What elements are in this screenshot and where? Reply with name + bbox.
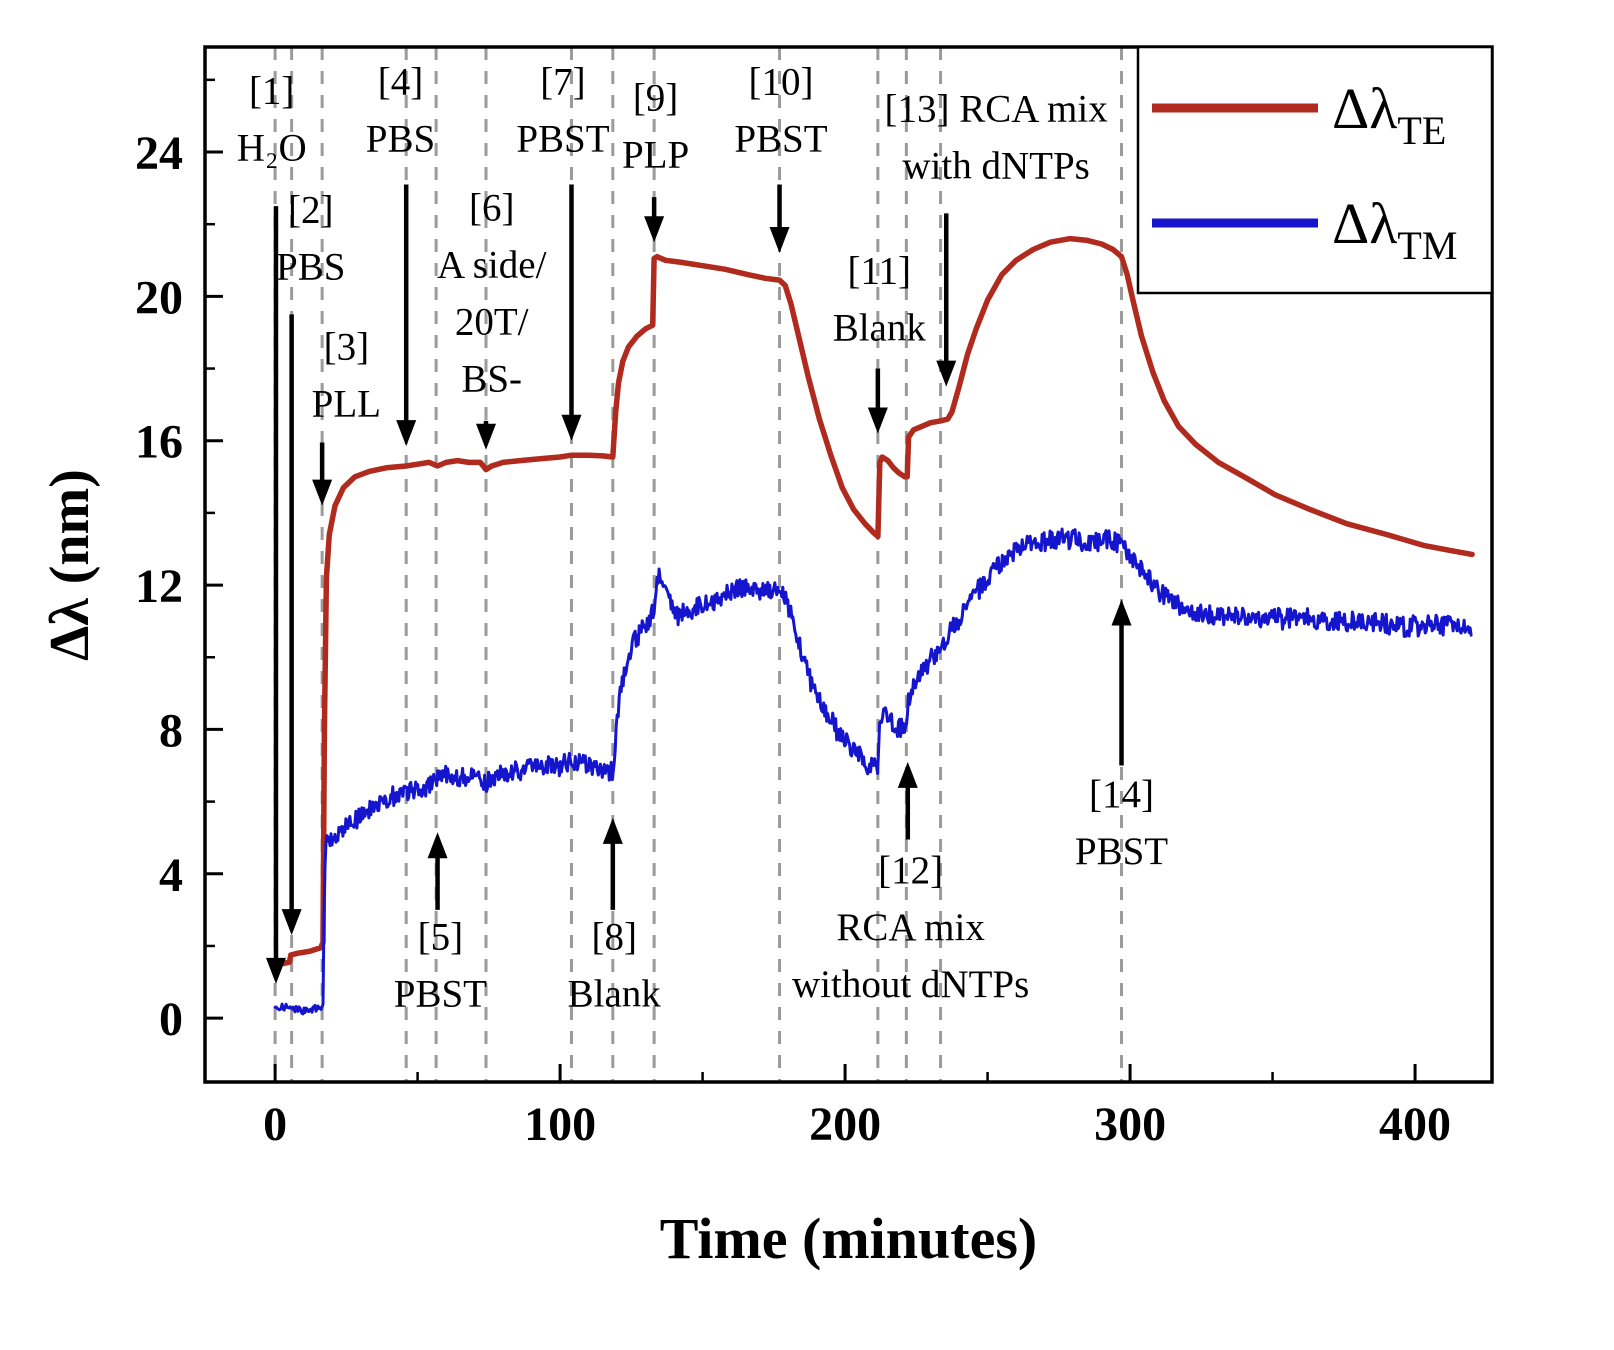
annotation-12-line-3: without dNTPs xyxy=(792,963,1029,1006)
x-tick-label: 0 xyxy=(263,1098,287,1151)
annotation-8-line-2: Blank xyxy=(568,973,662,1016)
y-tick-label: 8 xyxy=(159,704,183,757)
x-axis-title: Time (minutes) xyxy=(659,1206,1038,1271)
annotation-8-arrow-head xyxy=(602,817,623,844)
annotation-14-line-2: PBST xyxy=(1075,830,1168,873)
annotation-12-arrow-head xyxy=(897,761,918,788)
y-axis-title: Δλ (nm) xyxy=(39,469,101,661)
annotation-10-arrow-head xyxy=(769,227,790,254)
annotation-6-line-1: [6] xyxy=(469,187,514,230)
series-group xyxy=(273,235,1475,1016)
annotation-11-line-2: Blank xyxy=(833,307,927,350)
annotation-6-line-3: 20T/ xyxy=(455,301,529,344)
legend-box xyxy=(1136,45,1494,295)
y-tick-label: 20 xyxy=(135,271,183,324)
annotation-3-arrow-head xyxy=(312,479,333,506)
annotation-8-line-1: [8] xyxy=(591,916,636,959)
axes-ticks-group: 0 100 200 300 400 0 4 8 12 16 20 24 xyxy=(135,78,1451,1151)
annotation-1-arrow-head xyxy=(265,957,286,984)
series-te-path xyxy=(278,235,1475,967)
annotation-13-line-2: with dNTPs xyxy=(902,144,1089,187)
legend: ΔλTE ΔλTM xyxy=(1136,45,1494,295)
annotation-10-line-2: PBST xyxy=(734,117,827,160)
annotation-6-arrow-head xyxy=(475,423,496,450)
annotation-4-line-2: PBS xyxy=(366,117,435,160)
annotation-4-line-1: [4] xyxy=(378,60,423,103)
annotation-2-line-1: [2] xyxy=(288,188,333,231)
annotation-5-line-1: [5] xyxy=(418,916,463,959)
annotation-9-line-1: [9] xyxy=(633,77,678,120)
annotation-2-arrow-head xyxy=(281,909,302,936)
y-tick-label: 24 xyxy=(135,127,183,180)
annotation-4-arrow-head xyxy=(396,420,417,447)
annotation-7-arrow-head xyxy=(561,414,582,441)
x-tick-label: 100 xyxy=(524,1098,596,1151)
annotation-11-arrow-head xyxy=(867,407,888,434)
annotation-11-line-1: [11] xyxy=(848,250,912,293)
annotation-9-arrow-head xyxy=(644,216,665,243)
series-tm-path xyxy=(273,527,1473,1016)
x-tick-label: 400 xyxy=(1379,1098,1451,1151)
annotation-12-line-1: [12] xyxy=(878,849,943,892)
y-tick-label: 12 xyxy=(135,560,183,613)
annotation-14-arrow-head xyxy=(1111,599,1132,626)
y-tick-label: 16 xyxy=(135,416,183,469)
y-tick-label: 0 xyxy=(159,993,183,1046)
annotation-5-line-2: PBST xyxy=(394,973,487,1016)
annotation-6-line-4: BS- xyxy=(461,358,522,401)
annotation-1-line-1: [1] xyxy=(249,69,294,112)
x-tick-label: 300 xyxy=(1094,1098,1166,1151)
y-tick-label: 4 xyxy=(159,849,183,902)
annotations-group: [1]H₂O[2]PBS[3]PLL[4]PBS[5]PBST[6]A side… xyxy=(237,60,1169,1015)
annotation-2-line-2: PBS xyxy=(276,245,345,288)
annotation-3-line-1: [3] xyxy=(324,326,369,369)
legend-entry-label-2: ΔλTM xyxy=(1332,191,1457,268)
annotation-6-line-2: A side/ xyxy=(437,244,547,287)
annotation-13-arrow-head xyxy=(936,360,957,387)
plot-border xyxy=(203,45,1494,1084)
annotation-1-line-2: H₂O xyxy=(237,126,307,169)
legend-entry-label-1: ΔλTE xyxy=(1332,76,1446,153)
x-tick-label: 200 xyxy=(809,1098,881,1151)
annotation-7-line-1: [7] xyxy=(540,60,585,103)
annotation-12-line-2: RCA mix xyxy=(836,906,985,949)
annotation-9-line-2: PLP xyxy=(622,134,689,177)
annotation-3-line-2: PLL xyxy=(312,383,381,426)
annotation-7-line-2: PBST xyxy=(516,117,609,160)
annotation-14-line-1: [14] xyxy=(1089,773,1154,816)
annotation-5-arrow-head xyxy=(427,832,448,859)
annotation-10-line-1: [10] xyxy=(748,60,813,103)
annotation-13-line-1: [13] RCA mix xyxy=(885,87,1109,130)
